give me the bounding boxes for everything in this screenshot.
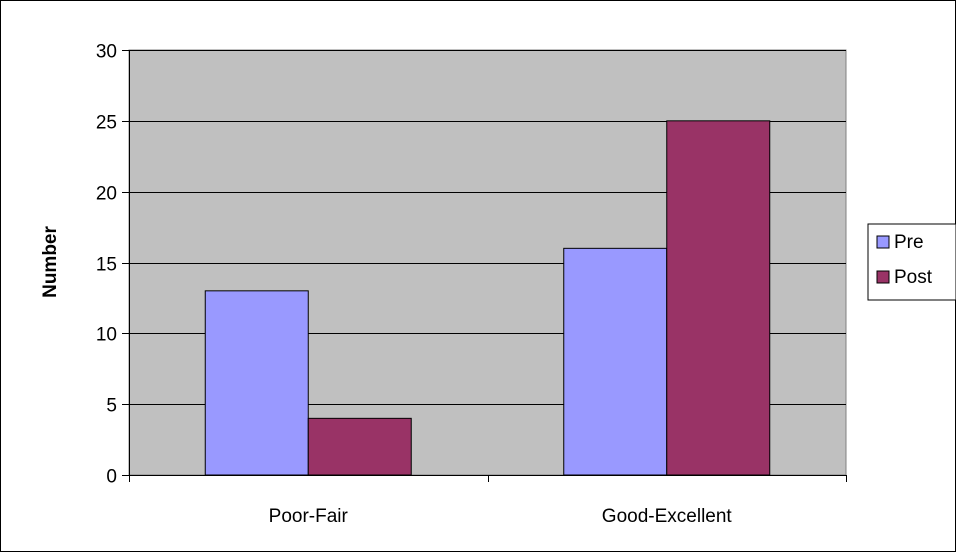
y-tick-label: 20 [96,184,117,205]
y-tick-labels: 0 5 10 15 20 25 30 [96,42,117,488]
axes [122,50,847,482]
bar-pre-good-excellent [563,247,668,476]
x-category-label: Poor-Fair [269,506,349,527]
y-axis-title: Number [40,226,61,298]
y-tick-label: 10 [96,325,117,346]
y-tick-label: 30 [96,42,117,63]
legend-swatch-pre [876,235,890,249]
bar-post-good-excellent [666,120,771,476]
bar-pre-poor-fair [204,290,309,476]
bars [204,120,771,476]
y-tick-label: 15 [96,255,117,276]
legend-swatch-post [876,270,890,284]
legend-label-post: Post [894,267,933,288]
y-tick-label: 25 [96,113,117,134]
legend: Pre Post [867,223,956,301]
legend-label-pre: Pre [894,232,924,253]
x-category-label: Good-Excellent [602,506,733,527]
y-tick-label: 5 [106,396,117,417]
bar-post-poor-fair [307,417,412,476]
y-tick-label: 0 [106,467,117,488]
x-category-labels: Poor-Fair Good-Excellent [269,506,733,527]
